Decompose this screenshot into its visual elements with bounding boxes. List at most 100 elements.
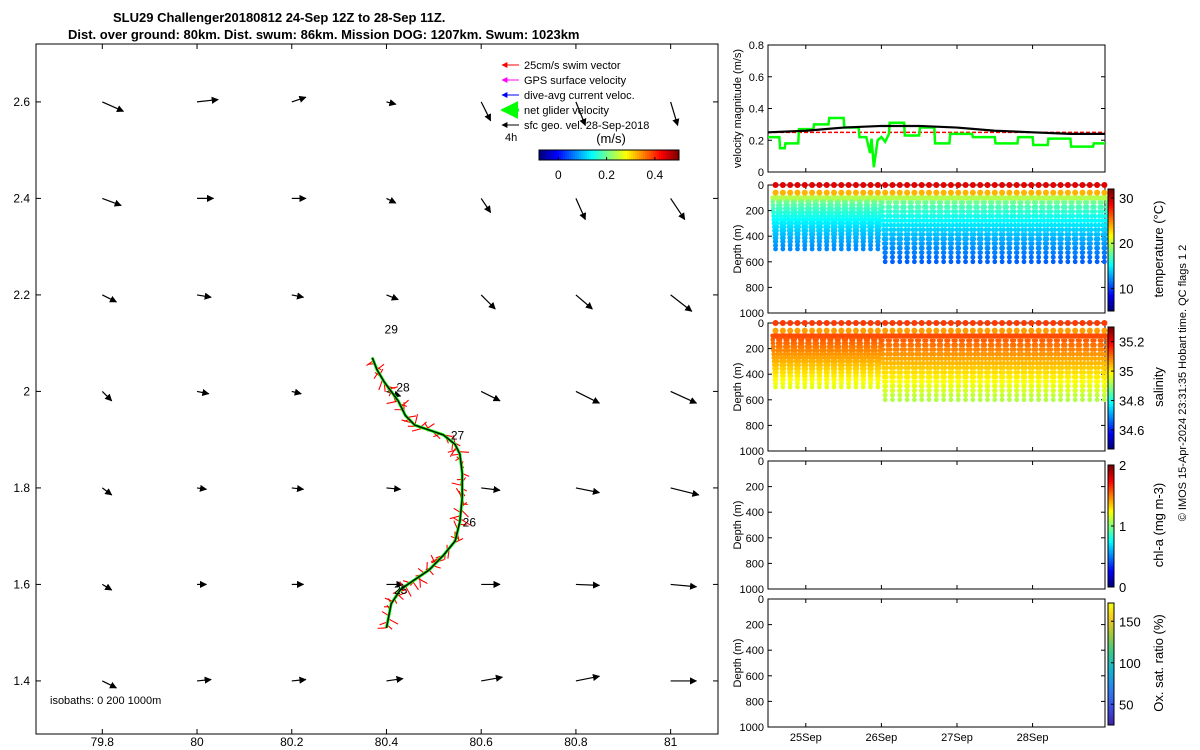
salinity-sample [1048,342,1053,348]
salinity-sample [1015,374,1021,380]
oxygen-colorbar-cell [1108,664,1114,667]
salinity-sample [1056,351,1061,357]
salinity-sample [987,356,992,361]
temperature-sample [946,222,952,228]
salinity-sample [855,351,861,357]
temperature-sample [789,217,795,223]
temperature-surface-sample [860,194,867,201]
sfc-velocity-arrow [670,294,693,312]
temperature-surface-sample [823,182,830,188]
h-colorbar-cell [595,150,598,160]
salinity-colorbar-cell [1108,446,1114,450]
temperature-sample [1029,250,1035,255]
temperature-colorbar-cell [1108,290,1114,294]
temperature-sample [846,239,852,244]
salinity-sample [1052,370,1057,375]
salinity-sample [793,351,798,357]
temperature-sample [946,218,952,223]
sfc-velocity-arrow [386,99,397,107]
temperature-sample [829,213,835,219]
temperature-sample [986,236,991,242]
temperature-sample [997,213,1003,219]
temperature-surface-sample [852,182,859,188]
temperature-sample [773,246,778,252]
salinity-sample [1012,360,1018,366]
salinity-sample [865,340,871,346]
temperature-sample [1058,245,1064,251]
salinity-sample [993,379,998,384]
swim-vector [449,446,457,457]
h-colorbar-cell [601,150,604,160]
temperature-sample [848,217,853,223]
salinity-sample [985,388,991,393]
temperature-sample [810,239,815,244]
chla-colorbar-cell [1108,554,1114,557]
oxygen-colorbar-cell [1108,706,1114,710]
salinity-sample [934,383,940,389]
temperature-sample [1073,236,1079,242]
h-colorbar-cell [545,150,548,160]
temperature-sample [1016,222,1021,228]
temperature-sample [912,250,918,255]
salinity-surface-sample [823,332,830,339]
salinity-surface-sample [999,320,1006,326]
temperature-sample [1015,227,1021,233]
salinity-sample [1082,356,1087,361]
salinity-surface-sample [845,320,852,326]
salinity-sample [810,366,816,372]
chla-colorbar-cell [1108,477,1114,480]
temperature-sample [848,213,853,219]
temperature-sample [862,213,868,219]
salinity-sample [846,381,852,386]
temperature-sample [942,227,948,233]
temperature-sample [983,213,988,219]
salinity-surface-sample [991,327,998,334]
temperature-sample [1015,245,1020,251]
salinity-sample [1030,374,1035,380]
temperature-sample [811,224,816,230]
salinity-sample [799,340,805,346]
temperature-surface-sample [1028,194,1035,201]
temperature-sample [876,235,881,241]
salinity-sample [946,347,951,352]
temperature-sample [826,217,831,223]
temperature-sample [1099,213,1105,219]
salinity-colorbar-cell [1108,365,1114,369]
temperature-sample [902,209,908,214]
oxygen-colorbar-cell [1108,607,1114,610]
salinity-sample [1080,388,1086,393]
temperature-sample [880,209,886,214]
temperature-sample [800,217,806,223]
temperature-surface-sample [874,189,881,196]
salinity-sample [833,359,838,364]
temperature-sample [1044,245,1049,251]
temperature-sample [807,202,812,208]
temperature-sample [1078,222,1084,228]
temperature-sample [861,235,867,241]
temperature-sample [904,259,910,265]
salinity-surface-sample [1079,327,1086,334]
salinity-sample [985,383,991,389]
temperature-surface-sample [874,182,881,188]
salinity-ytick-label: 400 [746,369,764,381]
temperature-sample [1070,200,1075,205]
temperature-sample [1034,213,1039,219]
salinity-surface-sample [969,332,976,339]
salinity-sample [1096,370,1101,375]
temperature-sample [1007,259,1012,265]
temperature-sample [855,217,860,223]
salinity-sample [975,338,980,343]
temperature-surface-sample [1013,189,1020,196]
salinity-sample [1029,383,1035,389]
temperature-sample [1019,213,1025,219]
h-colorbar-cell [651,150,654,160]
salinity-sample [795,384,800,390]
h-colorbar-cell [611,150,614,160]
temperature-sample [883,241,889,246]
temperature-sample [928,218,934,223]
salinity-sample [884,356,890,361]
salinity-sample [800,348,805,353]
salinity-sample [942,379,947,384]
temperature-sample [883,250,888,255]
salinity-sample [956,388,961,393]
